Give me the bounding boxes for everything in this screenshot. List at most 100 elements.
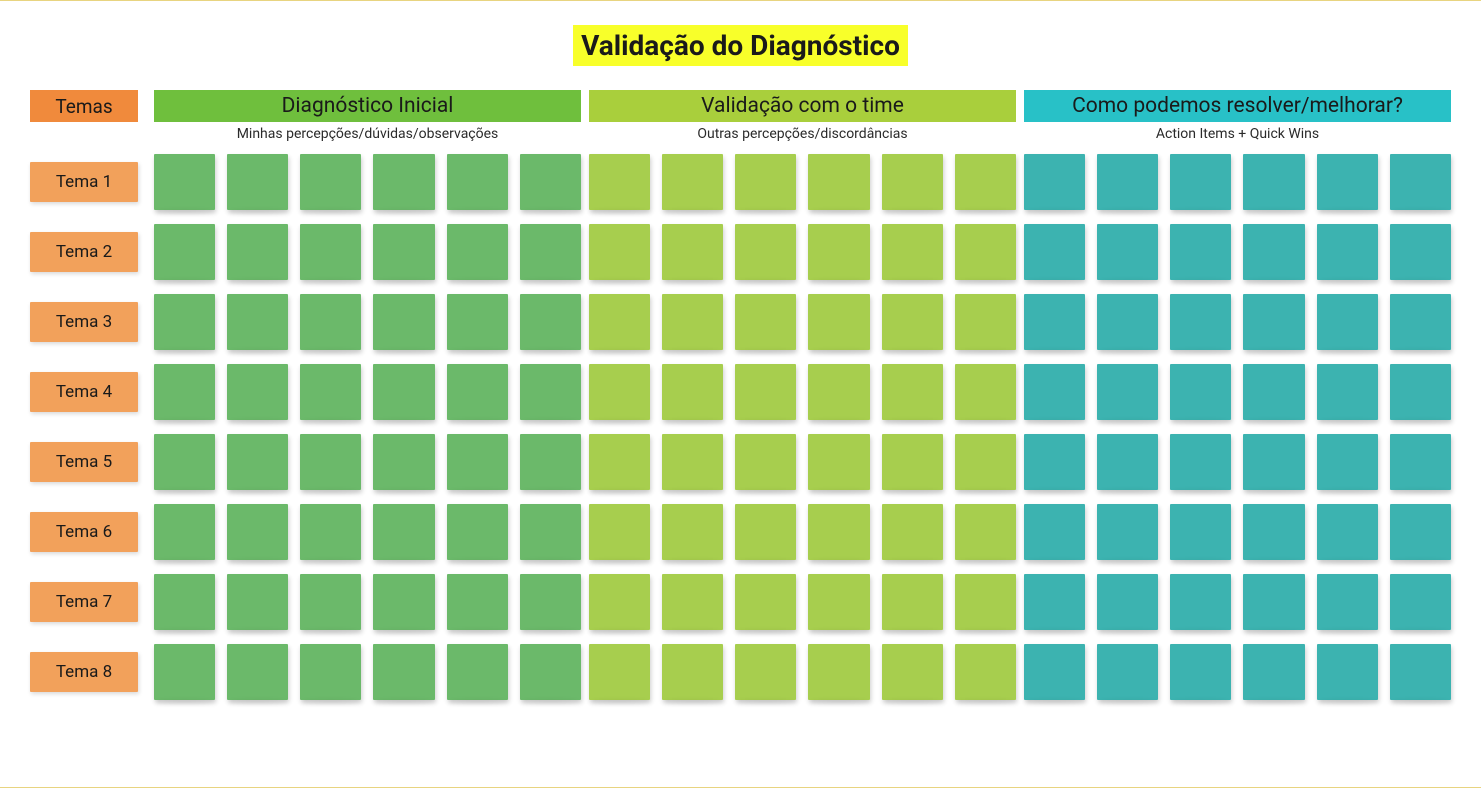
sticky-note[interactable] xyxy=(373,154,434,210)
sticky-note[interactable] xyxy=(1024,504,1085,560)
sticky-note[interactable] xyxy=(589,224,650,280)
sticky-note[interactable] xyxy=(1317,224,1378,280)
sticky-note[interactable] xyxy=(735,504,796,560)
sticky-note[interactable] xyxy=(589,574,650,630)
sticky-note[interactable] xyxy=(735,154,796,210)
sticky-note[interactable] xyxy=(520,224,581,280)
sticky-note[interactable] xyxy=(1024,154,1085,210)
sticky-note[interactable] xyxy=(955,434,1016,490)
sticky-note[interactable] xyxy=(662,364,723,420)
sticky-note[interactable] xyxy=(882,154,943,210)
sticky-note[interactable] xyxy=(735,364,796,420)
sticky-note[interactable] xyxy=(373,574,434,630)
sticky-note[interactable] xyxy=(154,434,215,490)
sticky-note[interactable] xyxy=(1170,154,1231,210)
sticky-note[interactable] xyxy=(520,434,581,490)
sticky-note[interactable] xyxy=(882,224,943,280)
sticky-note[interactable] xyxy=(662,224,723,280)
tema-label[interactable]: Tema 2 xyxy=(30,232,138,272)
sticky-note[interactable] xyxy=(662,434,723,490)
sticky-note[interactable] xyxy=(735,434,796,490)
sticky-note[interactable] xyxy=(1024,644,1085,700)
sticky-note[interactable] xyxy=(882,574,943,630)
sticky-note[interactable] xyxy=(1097,434,1158,490)
sticky-note[interactable] xyxy=(1390,364,1451,420)
sticky-note[interactable] xyxy=(520,504,581,560)
sticky-note[interactable] xyxy=(735,574,796,630)
sticky-note[interactable] xyxy=(373,364,434,420)
sticky-note[interactable] xyxy=(1243,364,1304,420)
sticky-note[interactable] xyxy=(955,364,1016,420)
sticky-note[interactable] xyxy=(808,644,869,700)
tema-label[interactable]: Tema 3 xyxy=(30,302,138,342)
sticky-note[interactable] xyxy=(227,364,288,420)
tema-label[interactable]: Tema 1 xyxy=(30,162,138,202)
sticky-note[interactable] xyxy=(227,434,288,490)
sticky-note[interactable] xyxy=(520,294,581,350)
sticky-note[interactable] xyxy=(955,154,1016,210)
sticky-note[interactable] xyxy=(1170,224,1231,280)
sticky-note[interactable] xyxy=(1170,364,1231,420)
sticky-note[interactable] xyxy=(808,364,869,420)
sticky-note[interactable] xyxy=(1024,364,1085,420)
sticky-note[interactable] xyxy=(1317,364,1378,420)
sticky-note[interactable] xyxy=(808,504,869,560)
sticky-note[interactable] xyxy=(1390,574,1451,630)
sticky-note[interactable] xyxy=(154,574,215,630)
sticky-note[interactable] xyxy=(154,644,215,700)
sticky-note[interactable] xyxy=(735,224,796,280)
sticky-note[interactable] xyxy=(227,224,288,280)
sticky-note[interactable] xyxy=(300,574,361,630)
sticky-note[interactable] xyxy=(1024,574,1085,630)
sticky-note[interactable] xyxy=(1243,644,1304,700)
sticky-note[interactable] xyxy=(662,294,723,350)
sticky-note[interactable] xyxy=(882,434,943,490)
sticky-note[interactable] xyxy=(520,154,581,210)
sticky-note[interactable] xyxy=(1243,294,1304,350)
sticky-note[interactable] xyxy=(520,574,581,630)
sticky-note[interactable] xyxy=(447,294,508,350)
sticky-note[interactable] xyxy=(1097,644,1158,700)
sticky-note[interactable] xyxy=(882,644,943,700)
sticky-note[interactable] xyxy=(447,644,508,700)
sticky-note[interactable] xyxy=(1243,574,1304,630)
sticky-note[interactable] xyxy=(300,224,361,280)
sticky-note[interactable] xyxy=(1097,294,1158,350)
sticky-note[interactable] xyxy=(955,504,1016,560)
sticky-note[interactable] xyxy=(300,504,361,560)
sticky-note[interactable] xyxy=(154,364,215,420)
sticky-note[interactable] xyxy=(1170,434,1231,490)
tema-label[interactable]: Tema 5 xyxy=(30,442,138,482)
sticky-note[interactable] xyxy=(808,434,869,490)
sticky-note[interactable] xyxy=(520,644,581,700)
sticky-note[interactable] xyxy=(1024,294,1085,350)
sticky-note[interactable] xyxy=(662,154,723,210)
sticky-note[interactable] xyxy=(300,644,361,700)
sticky-note[interactable] xyxy=(589,504,650,560)
sticky-note[interactable] xyxy=(300,364,361,420)
sticky-note[interactable] xyxy=(1243,154,1304,210)
sticky-note[interactable] xyxy=(1243,434,1304,490)
sticky-note[interactable] xyxy=(955,224,1016,280)
sticky-note[interactable] xyxy=(1024,434,1085,490)
sticky-note[interactable] xyxy=(227,574,288,630)
sticky-note[interactable] xyxy=(447,224,508,280)
sticky-note[interactable] xyxy=(882,504,943,560)
sticky-note[interactable] xyxy=(1097,364,1158,420)
sticky-note[interactable] xyxy=(520,364,581,420)
sticky-note[interactable] xyxy=(1317,154,1378,210)
sticky-note[interactable] xyxy=(1317,644,1378,700)
sticky-note[interactable] xyxy=(373,224,434,280)
sticky-note[interactable] xyxy=(1170,644,1231,700)
sticky-note[interactable] xyxy=(955,574,1016,630)
sticky-note[interactable] xyxy=(227,294,288,350)
sticky-note[interactable] xyxy=(300,434,361,490)
sticky-note[interactable] xyxy=(1390,434,1451,490)
sticky-note[interactable] xyxy=(589,644,650,700)
sticky-note[interactable] xyxy=(1170,574,1231,630)
sticky-note[interactable] xyxy=(447,364,508,420)
sticky-note[interactable] xyxy=(955,294,1016,350)
sticky-note[interactable] xyxy=(1317,434,1378,490)
sticky-note[interactable] xyxy=(955,644,1016,700)
sticky-note[interactable] xyxy=(1390,224,1451,280)
